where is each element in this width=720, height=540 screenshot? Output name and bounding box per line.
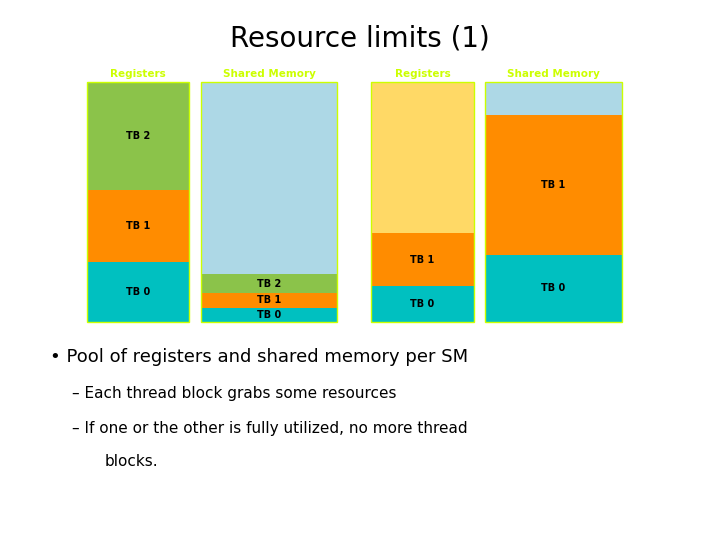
Text: TB 1: TB 1 (410, 254, 435, 265)
Text: TB 1: TB 1 (126, 221, 150, 231)
Text: Shared Memory: Shared Memory (222, 69, 315, 78)
Text: – If one or the other is fully utilized, no more thread: – If one or the other is fully utilized,… (72, 421, 467, 436)
Text: • Pool of registers and shared memory per SM: • Pool of registers and shared memory pe… (50, 348, 469, 366)
Text: blocks.: blocks. (104, 454, 158, 469)
Text: TB 0: TB 0 (257, 310, 281, 320)
Text: TB 0: TB 0 (126, 287, 150, 297)
Text: TB 0: TB 0 (541, 284, 565, 293)
Text: Shared Memory: Shared Memory (507, 69, 600, 78)
Text: TB 2: TB 2 (126, 131, 150, 141)
Text: Resource limits (1): Resource limits (1) (230, 24, 490, 52)
Text: TB 0: TB 0 (410, 299, 435, 309)
Text: Registers: Registers (395, 69, 451, 78)
Text: TB 1: TB 1 (257, 295, 281, 306)
Text: Registers: Registers (110, 69, 166, 78)
Text: TB 1: TB 1 (541, 180, 565, 190)
Text: – Each thread block grabs some resources: – Each thread block grabs some resources (72, 386, 397, 401)
Text: TB 2: TB 2 (257, 279, 281, 288)
